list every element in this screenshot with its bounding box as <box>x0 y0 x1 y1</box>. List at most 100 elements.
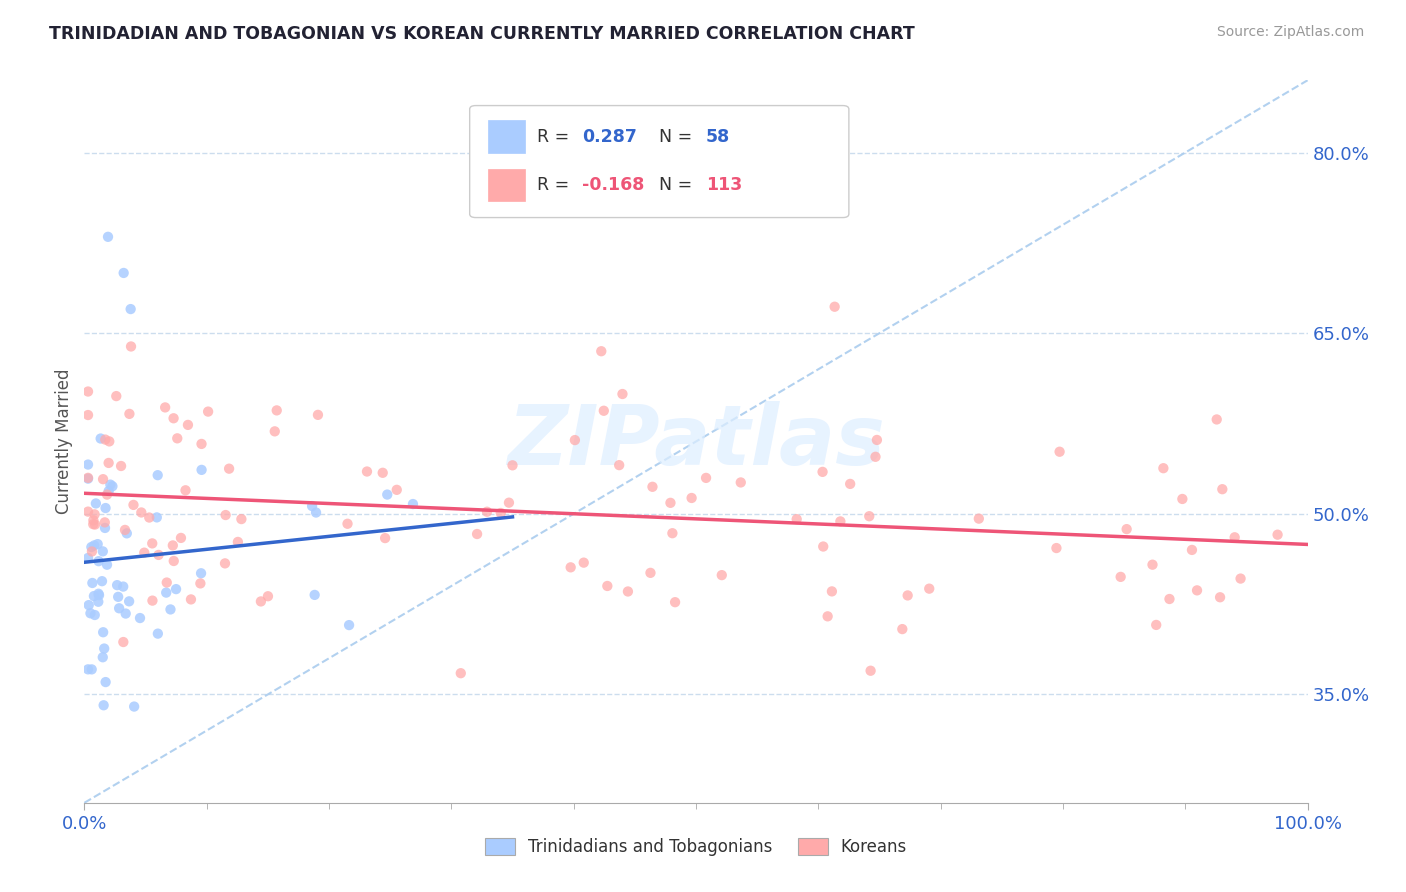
Point <box>681 491 703 505</box>
Point <box>266 403 288 417</box>
Point <box>141 593 163 607</box>
Point <box>122 498 145 512</box>
Point <box>661 526 683 541</box>
Point <box>305 506 328 520</box>
Point <box>114 523 136 537</box>
Point <box>897 589 920 603</box>
Point <box>77 551 100 566</box>
Point <box>118 594 141 608</box>
Point <box>94 501 117 516</box>
Point <box>82 576 104 591</box>
Text: 0.287: 0.287 <box>582 128 637 145</box>
Point <box>94 516 117 530</box>
Point <box>87 554 110 568</box>
Point <box>82 513 104 527</box>
Point <box>94 433 117 447</box>
Point <box>101 479 124 493</box>
Point <box>813 540 835 554</box>
Point <box>659 496 682 510</box>
Point <box>596 579 619 593</box>
Point <box>115 526 138 541</box>
Point <box>918 582 941 596</box>
Point <box>86 537 108 551</box>
Point <box>87 595 110 609</box>
Point <box>107 590 129 604</box>
Point <box>1159 592 1181 607</box>
Point <box>159 602 181 616</box>
Point <box>82 517 104 532</box>
Point <box>84 496 107 510</box>
Point <box>83 508 105 522</box>
Point <box>96 487 118 501</box>
Point <box>1152 461 1174 475</box>
Y-axis label: Currently Married: Currently Married <box>55 368 73 515</box>
Point <box>77 472 100 486</box>
Point <box>98 434 121 449</box>
Point <box>112 635 135 649</box>
Point <box>122 699 145 714</box>
Bar <box>488 120 524 153</box>
Point <box>337 618 360 632</box>
Point <box>190 566 212 581</box>
Point <box>385 483 408 497</box>
Point <box>498 496 520 510</box>
Point <box>155 585 177 599</box>
Point <box>162 411 184 425</box>
Point <box>695 471 717 485</box>
Point <box>560 560 582 574</box>
Point <box>77 505 100 519</box>
Point <box>811 465 834 479</box>
Text: N =: N = <box>659 128 697 145</box>
Point <box>891 622 914 636</box>
Point <box>156 575 179 590</box>
Point <box>94 675 117 690</box>
Point <box>180 592 202 607</box>
Legend: Trinidadians and Tobagonians, Koreans: Trinidadians and Tobagonians, Koreans <box>478 831 914 863</box>
Point <box>83 607 105 622</box>
Point <box>141 536 163 550</box>
Point <box>336 516 359 531</box>
Point <box>77 598 100 612</box>
Point <box>190 576 212 591</box>
Point <box>197 404 219 418</box>
Point <box>730 475 752 490</box>
Point <box>108 601 131 615</box>
Point <box>218 461 240 475</box>
Point <box>572 556 595 570</box>
Point <box>105 389 128 403</box>
Point <box>77 408 100 422</box>
Point <box>112 266 135 280</box>
Point <box>93 698 115 713</box>
FancyBboxPatch shape <box>470 105 849 218</box>
Point <box>77 471 100 485</box>
Point <box>1185 583 1208 598</box>
Point <box>90 432 112 446</box>
Point <box>1171 491 1194 506</box>
Point <box>94 521 117 535</box>
Point <box>402 497 425 511</box>
Point <box>162 538 184 552</box>
Point <box>824 300 846 314</box>
Text: Source: ZipAtlas.com: Source: ZipAtlas.com <box>1216 25 1364 39</box>
Text: -0.168: -0.168 <box>582 176 644 194</box>
Point <box>177 417 200 432</box>
Point <box>1229 572 1251 586</box>
Point <box>786 512 808 526</box>
Point <box>146 510 169 524</box>
Point <box>356 465 378 479</box>
Point <box>371 466 394 480</box>
Point <box>83 538 105 552</box>
Point <box>77 662 100 676</box>
Point <box>148 548 170 562</box>
Text: R =: R = <box>537 176 575 194</box>
Point <box>1142 558 1164 572</box>
Point <box>80 544 103 558</box>
Point <box>1115 522 1137 536</box>
Point <box>98 477 121 491</box>
Point <box>450 666 472 681</box>
Point <box>858 509 880 524</box>
Text: N =: N = <box>659 176 697 194</box>
Text: TRINIDADIAN AND TOBAGONIAN VS KOREAN CURRENTLY MARRIED CORRELATION CHART: TRINIDADIAN AND TOBAGONIAN VS KOREAN CUR… <box>49 25 915 43</box>
Point <box>77 458 100 472</box>
Point <box>97 484 120 499</box>
